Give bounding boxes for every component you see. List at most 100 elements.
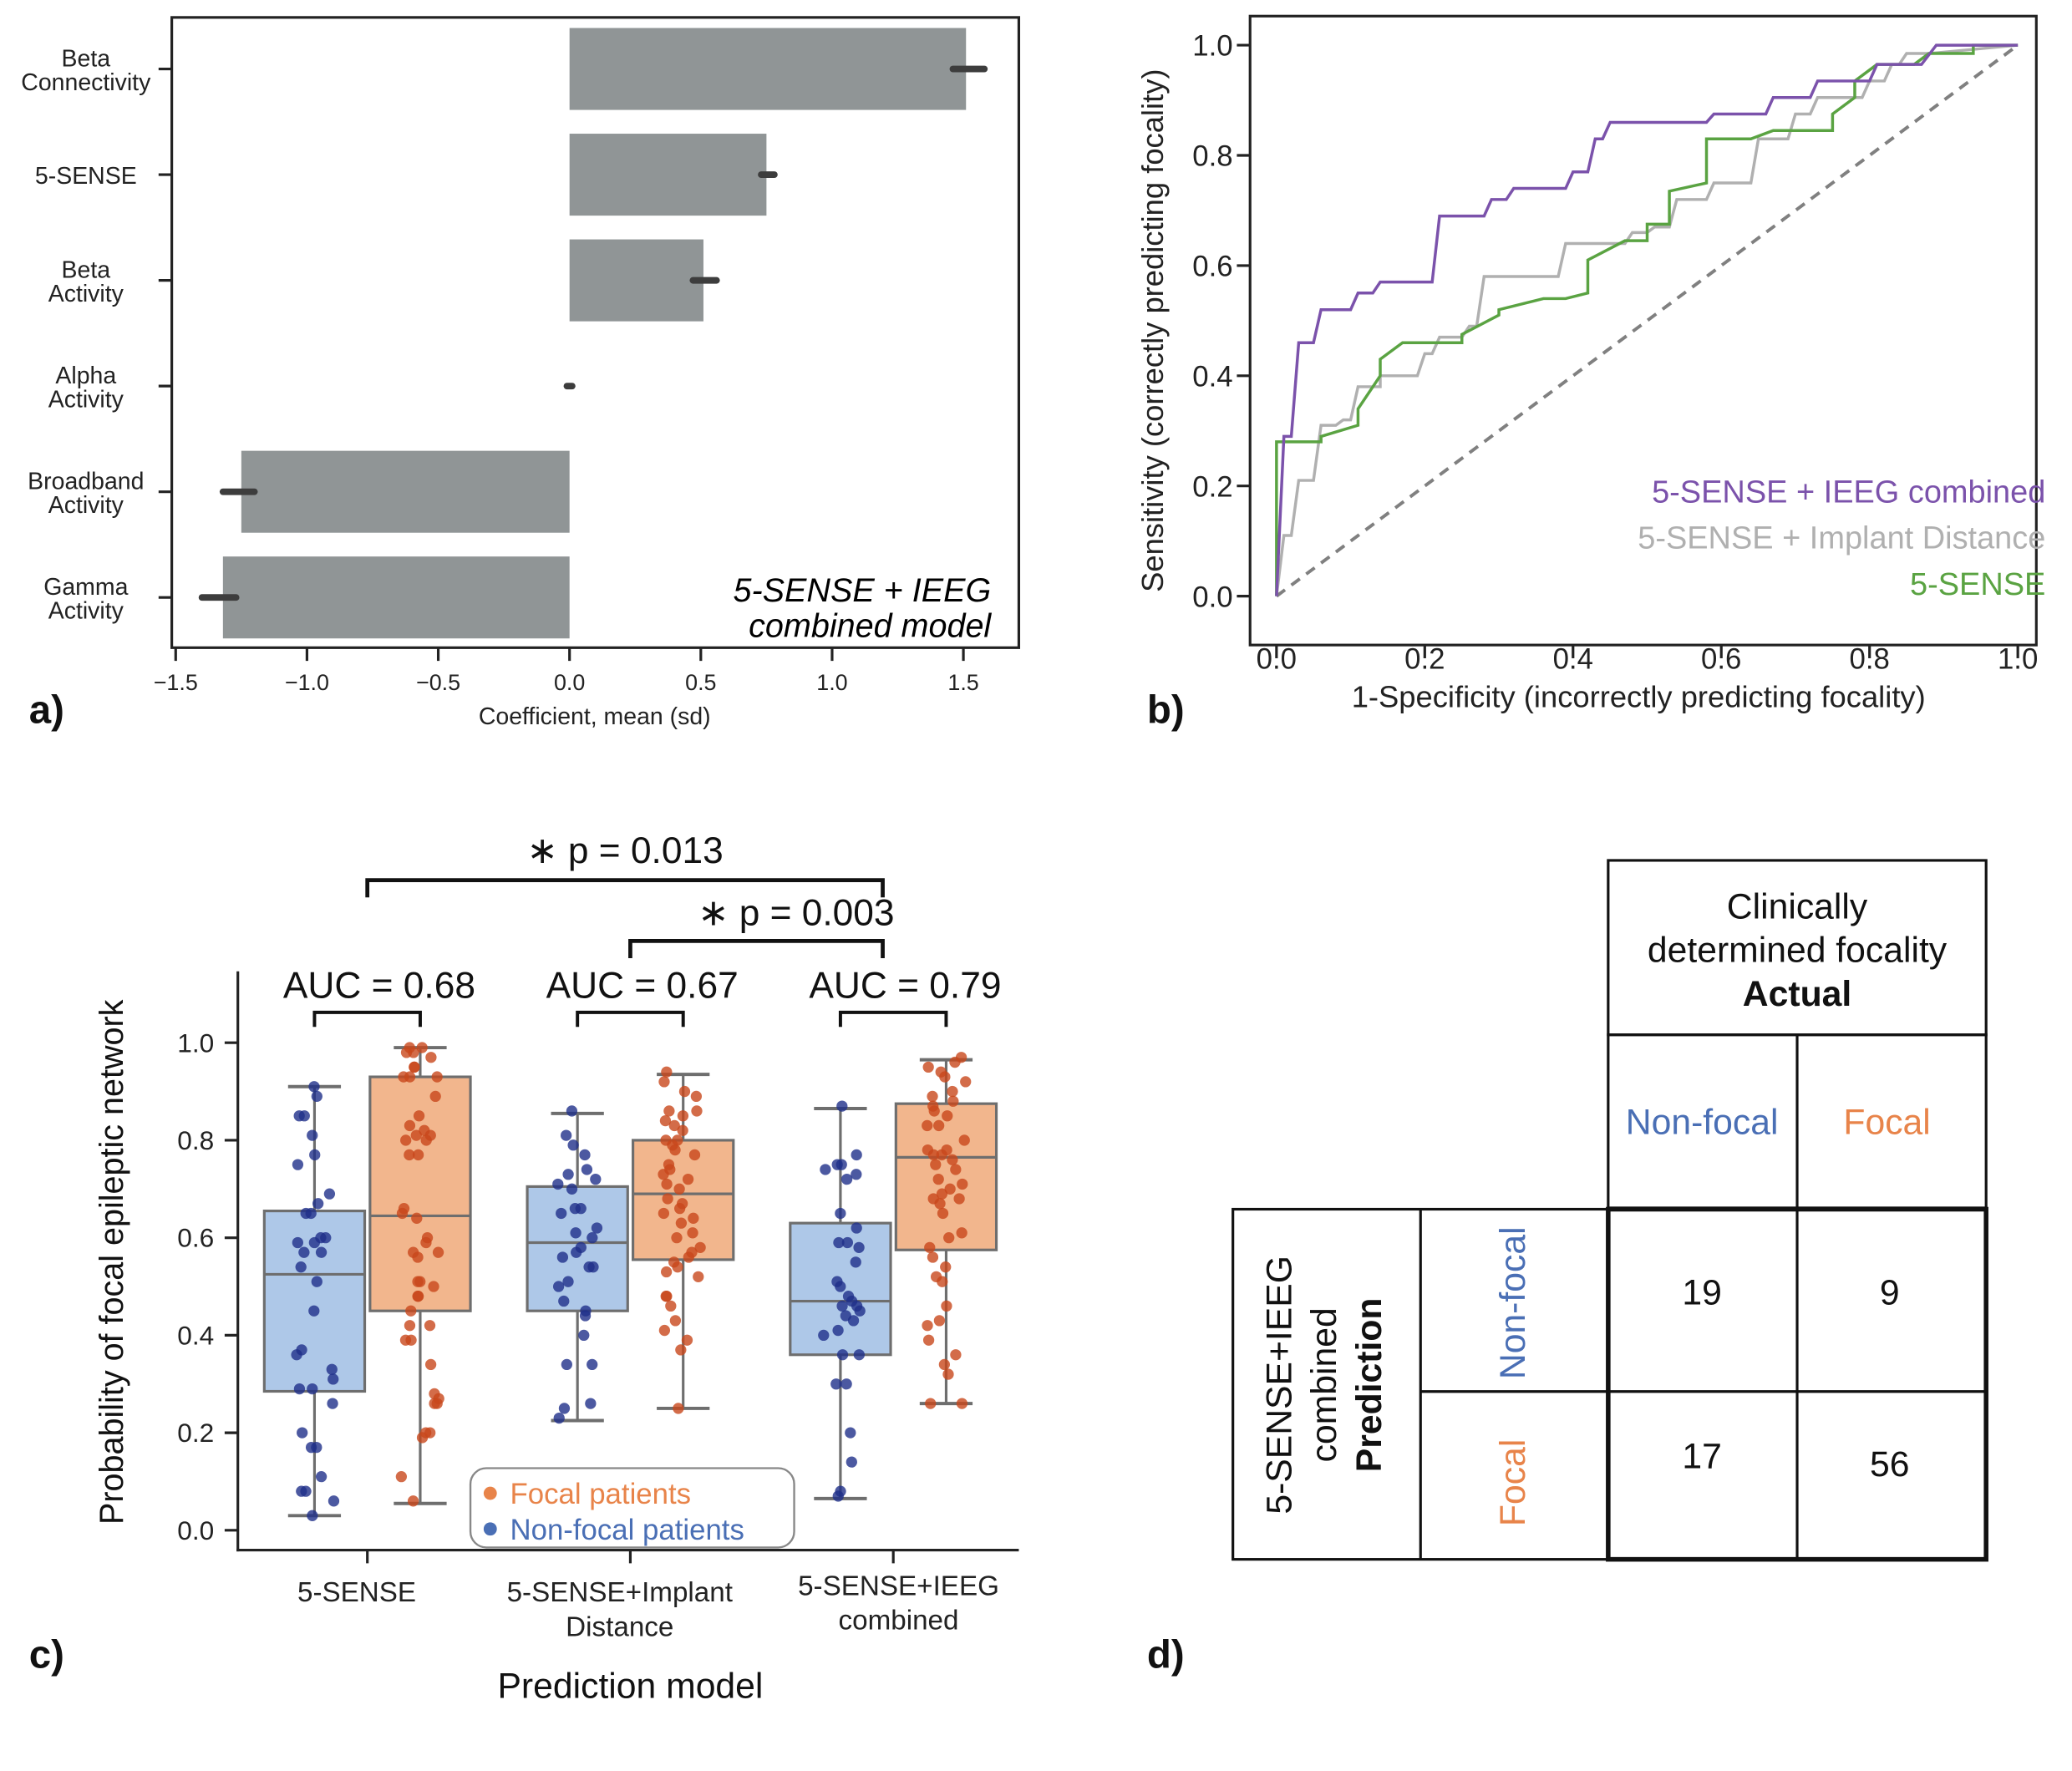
legend-label-1: 5-SENSE + Implant Distance	[1638, 521, 2045, 556]
y-tick-label-1: 5-SENSE	[35, 163, 137, 190]
data-point	[928, 1105, 940, 1117]
data-point	[400, 1134, 412, 1146]
data-point	[944, 1183, 956, 1195]
data-point	[552, 1178, 564, 1190]
data-point	[953, 1193, 965, 1205]
box-focal-0	[368, 1042, 472, 1507]
data-point	[835, 1207, 846, 1220]
actual-header-line2: determined focality	[1648, 931, 1948, 971]
actual-col-nonfocal: Non-focal	[1626, 1102, 1779, 1142]
data-point	[570, 1227, 581, 1239]
box-focal-2	[894, 1052, 998, 1409]
data-point	[690, 1090, 703, 1103]
y-tick-label-5: Gamma	[43, 574, 128, 601]
data-point	[673, 1403, 684, 1414]
x-tick-label-3: 0.6	[1701, 644, 1741, 676]
data-point	[585, 1398, 597, 1409]
data-point	[672, 1261, 683, 1273]
y-tick-label-3: 0.6	[1192, 251, 1232, 283]
x-tick-label-0: 5-SENSE	[297, 1577, 416, 1608]
data-point	[674, 1203, 686, 1215]
data-point	[425, 1052, 437, 1063]
significance-star: ∗	[698, 892, 739, 933]
data-point	[400, 1047, 413, 1058]
data-point	[561, 1358, 572, 1371]
data-point	[678, 1085, 691, 1098]
legend-label-focal: Focal patients	[510, 1479, 692, 1510]
panel-c-label: c)	[29, 1632, 64, 1677]
cell-fn: 9	[1880, 1272, 1900, 1312]
data-point	[937, 1276, 948, 1287]
bar-4	[241, 450, 570, 533]
data-point	[840, 1173, 853, 1185]
data-point	[850, 1256, 861, 1268]
data-point	[431, 1071, 443, 1083]
y-tick-label-4: Broadband	[28, 469, 144, 495]
data-point	[307, 1129, 318, 1141]
x-tick-label-4: 0.5	[685, 670, 716, 695]
y-tick-label-5: 1.0	[1192, 31, 1232, 63]
data-point	[571, 1246, 582, 1258]
auc-bracket-0	[312, 1010, 422, 1028]
bar-2	[569, 239, 703, 322]
data-point	[830, 1378, 842, 1390]
data-point	[927, 1251, 939, 1263]
data-point	[315, 1246, 328, 1258]
panel-c-ylabel: Probability of focal epileptic network	[94, 999, 130, 1525]
data-point	[581, 1164, 593, 1175]
data-point	[660, 1266, 673, 1278]
y-tick-label-4: Activity	[48, 492, 124, 519]
data-point	[424, 1358, 437, 1371]
data-point	[947, 1095, 959, 1107]
data-point	[950, 1164, 962, 1175]
data-point	[947, 1154, 958, 1165]
y-tick-label-1: 0.2	[177, 1418, 214, 1448]
panel-a-xlabel: Coefficient, mean (sd)	[479, 703, 711, 730]
data-point	[938, 1358, 951, 1371]
data-point	[846, 1456, 857, 1468]
panel-c-legend: Focal patients Non-focal patients	[469, 1467, 795, 1549]
data-point	[578, 1329, 590, 1342]
data-point	[851, 1149, 862, 1161]
table-grid	[1232, 859, 1988, 1562]
significance-bracket-1	[628, 939, 885, 958]
data-point	[404, 1149, 415, 1161]
data-point	[957, 1178, 968, 1190]
y-tick-label-2: 0.4	[177, 1320, 214, 1350]
data-point	[661, 1066, 673, 1078]
data-point	[669, 1315, 682, 1327]
data-point	[669, 1144, 681, 1156]
data-point	[835, 1281, 846, 1292]
data-point	[307, 1383, 318, 1395]
data-point	[853, 1349, 865, 1361]
actual-col-focal: Focal	[1843, 1102, 1930, 1142]
data-point	[412, 1251, 424, 1263]
data-point	[658, 1324, 671, 1337]
data-point	[659, 1114, 672, 1127]
legend-label-nonfocal: Non-focal patients	[510, 1515, 744, 1546]
data-point	[949, 1056, 961, 1068]
data-point	[956, 1227, 967, 1239]
roc-curve-2	[1275, 43, 2019, 596]
data-point	[579, 1310, 592, 1322]
data-point	[924, 1241, 936, 1253]
y-tick-label-4: 0.8	[1192, 141, 1232, 173]
data-point	[960, 1076, 972, 1088]
legend-label-2: 5-SENSE	[1910, 567, 2045, 602]
data-point	[840, 1378, 852, 1390]
x-tick-label-2: 5-SENSE+IEEG	[798, 1571, 999, 1601]
data-point	[927, 1090, 938, 1103]
data-point	[416, 1432, 429, 1444]
auc-bracket-2	[838, 1010, 948, 1028]
data-point	[675, 1217, 688, 1229]
data-point	[658, 1169, 669, 1180]
data-point	[934, 1198, 946, 1210]
data-point	[936, 1149, 947, 1161]
data-point	[853, 1241, 865, 1253]
data-point	[688, 1212, 699, 1224]
data-point	[836, 1100, 848, 1112]
y-tick-label-5: 1.0	[177, 1028, 214, 1058]
data-point	[841, 1236, 854, 1249]
data-point	[409, 1061, 420, 1073]
